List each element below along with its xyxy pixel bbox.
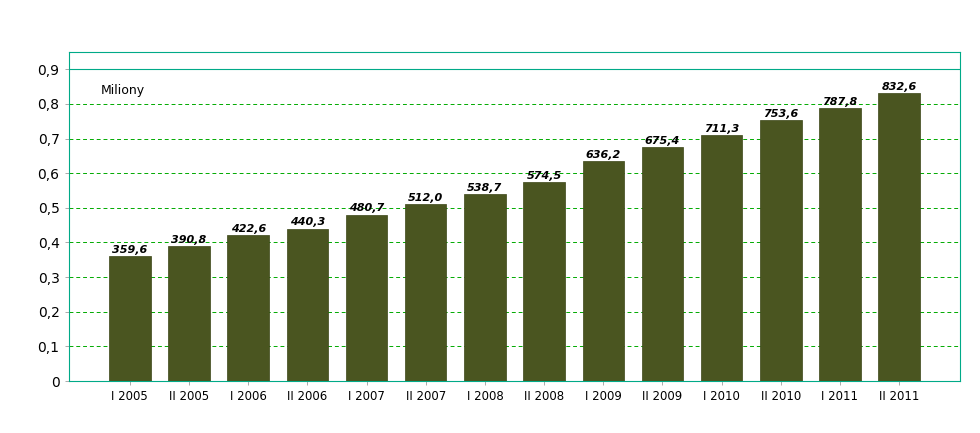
Text: 675,4: 675,4: [645, 136, 680, 146]
Bar: [523, 182, 564, 381]
Bar: [227, 235, 269, 381]
Text: 359,6: 359,6: [113, 246, 147, 255]
Text: 574,5: 574,5: [526, 171, 562, 181]
Text: 753,6: 753,6: [763, 109, 799, 119]
Text: 787,8: 787,8: [822, 97, 858, 107]
Bar: [701, 135, 742, 381]
Text: 422,6: 422,6: [230, 223, 266, 234]
Bar: [109, 256, 151, 381]
Text: Miliony: Miliony: [100, 84, 144, 97]
Bar: [878, 93, 920, 381]
Text: 832,6: 832,6: [882, 81, 916, 92]
Bar: [346, 214, 387, 381]
Bar: [287, 229, 328, 381]
Text: 538,7: 538,7: [467, 184, 503, 194]
Text: 390,8: 390,8: [172, 235, 207, 245]
Bar: [169, 246, 210, 381]
Bar: [405, 204, 447, 381]
Text: 440,3: 440,3: [290, 217, 325, 227]
Text: 480,7: 480,7: [349, 204, 384, 213]
Text: 512,0: 512,0: [408, 193, 443, 203]
Bar: [819, 108, 860, 381]
Text: 636,2: 636,2: [586, 150, 621, 160]
Bar: [760, 120, 802, 381]
Bar: [582, 161, 624, 381]
Bar: [642, 147, 683, 381]
Text: 711,3: 711,3: [704, 123, 739, 134]
Bar: [465, 194, 506, 381]
